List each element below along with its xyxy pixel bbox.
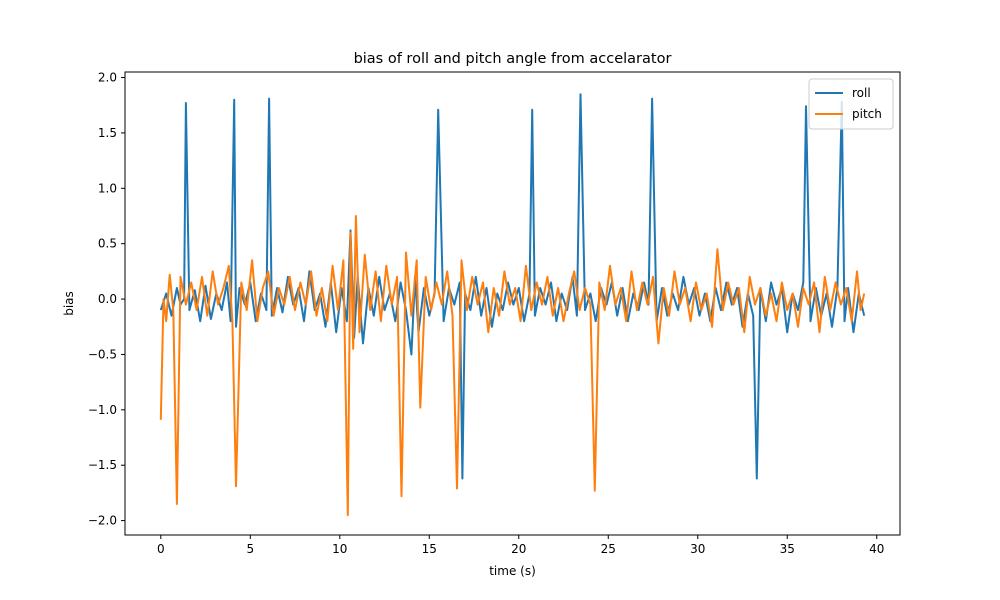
series-line-pitch	[159, 215, 866, 517]
axes-frame	[124, 71, 901, 536]
series-line-roll	[159, 93, 866, 480]
y-tick-label: −1.5	[88, 458, 117, 472]
x-axis: 0 5 10 15 20 25 30 35 40	[157, 535, 884, 556]
y-axis: −2.0 −1.5 −1.0 −0.5 0.0 0.5 1.0 1.5 2.0	[88, 71, 125, 528]
legend-box	[808, 78, 894, 130]
y-tick-label: 0.0	[98, 292, 117, 306]
y-tick-label: 0.5	[98, 237, 117, 251]
y-tick-label: 1.0	[98, 181, 117, 195]
y-tick-label: 2.0	[98, 71, 117, 85]
x-tick-label: 25	[601, 542, 616, 556]
x-tick-label: 0	[157, 542, 165, 556]
x-tick-label: 40	[869, 542, 884, 556]
x-tick-label: 20	[511, 542, 526, 556]
x-tick-label: 30	[690, 542, 705, 556]
x-tick-label: 5	[246, 542, 254, 556]
x-tick-label: 15	[422, 542, 437, 556]
y-tick-label: −1.0	[88, 403, 117, 417]
x-axis-label: time (s)	[489, 564, 536, 578]
y-axis-label: bias	[62, 291, 76, 316]
legend: roll pitch	[808, 78, 894, 130]
x-tick-label: 10	[332, 542, 347, 556]
y-tick-label: −2.0	[88, 514, 117, 528]
series-layer	[159, 93, 866, 517]
legend-label-pitch: pitch	[852, 107, 882, 121]
y-tick-label: 1.5	[98, 126, 117, 140]
x-tick-label: 35	[780, 542, 795, 556]
legend-label-roll: roll	[852, 86, 871, 100]
y-tick-label: −0.5	[88, 347, 117, 361]
chart-title: bias of roll and pitch angle from accela…	[354, 51, 672, 67]
